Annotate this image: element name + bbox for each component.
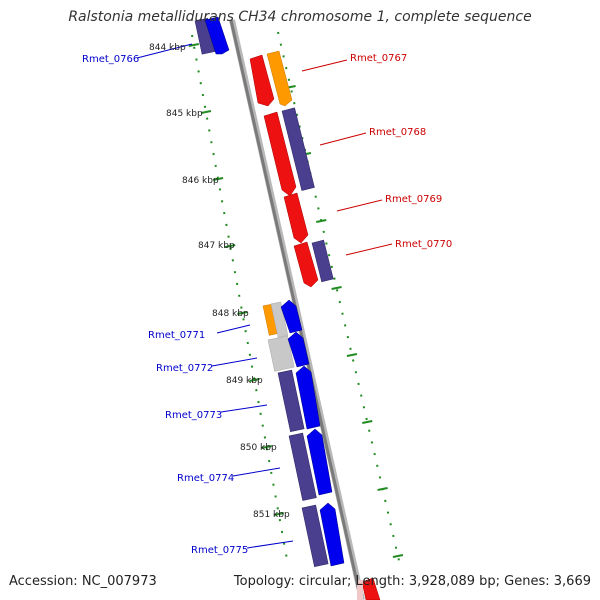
kbp-label: 844 kbp xyxy=(149,43,186,53)
gene-label-rmet-0775[interactable]: Rmet_0775 xyxy=(191,545,248,556)
kbp-label: 848 kbp xyxy=(212,309,249,319)
leader-line-rmet-0772 xyxy=(211,357,258,367)
kbp-label: 846 kbp xyxy=(182,176,219,186)
gene-rmet-0769-block[interactable] xyxy=(283,192,309,244)
dark-feature-block[interactable] xyxy=(311,239,334,283)
gene-rmet-0772-gray-block[interactable] xyxy=(267,335,295,372)
topology-summary: Topology: circular; Length: 3,928,089 bp… xyxy=(233,574,591,589)
gene-label-rmet-0774[interactable]: Rmet_0774 xyxy=(177,473,234,484)
kbp-tick-mark xyxy=(346,353,358,357)
gene-label-rmet-0772[interactable]: Rmet_0772 xyxy=(156,363,213,374)
accession-text: Accession: NC_007973 xyxy=(9,574,157,589)
partial-gene-block[interactable] xyxy=(361,577,381,600)
forward-strand xyxy=(194,16,381,600)
leader-line-rmet-0773 xyxy=(220,404,268,413)
gene-label-rmet-0766[interactable]: Rmet_0766 xyxy=(82,54,139,65)
gene-labels: Rmet_0766 Rmet_0771 Rmet_0772 Rmet_0773 … xyxy=(82,53,452,556)
leader-line-rmet-0770 xyxy=(345,243,393,256)
gene-label-rmet-0769[interactable]: Rmet_0769 xyxy=(385,194,442,205)
gene-rmet-0775-block[interactable] xyxy=(319,502,345,567)
kbp-tick-mark xyxy=(225,244,236,248)
gene-rmet-0766-block[interactable] xyxy=(204,16,230,55)
gene-label-rmet-0767[interactable]: Rmet_0767 xyxy=(350,53,407,64)
leader-line-rmet-0768 xyxy=(319,132,367,146)
leader-line-rmet-0769 xyxy=(336,199,383,212)
kbp-tick-mark xyxy=(212,177,224,181)
leader-line-rmet-0771 xyxy=(216,324,251,334)
gene-rmet-0774-block[interactable] xyxy=(306,428,333,496)
kbp-labels: 844 kbp 845 kbp 846 kbp 847 kbp 848 kbp … xyxy=(149,43,290,520)
kbp-tick-mark xyxy=(377,487,388,491)
kbp-label: 847 kbp xyxy=(198,241,235,251)
kbp-label: 849 kbp xyxy=(226,376,263,386)
kbp-tick-mark xyxy=(249,378,260,382)
gene-rmet-0772-block[interactable] xyxy=(287,331,310,368)
kbp-tick-mark xyxy=(392,554,404,558)
partial-gray-block[interactable] xyxy=(357,580,363,600)
kbp-tick-mark xyxy=(316,219,327,223)
kbp-label: 850 kbp xyxy=(240,443,277,453)
gene-rmet-0771-block[interactable] xyxy=(280,299,303,334)
gray-feature-block[interactable] xyxy=(270,301,289,338)
leader-lines xyxy=(136,43,393,549)
kbp-tick-mark xyxy=(331,286,342,290)
gene-label-rmet-0770[interactable]: Rmet_0770 xyxy=(395,239,452,250)
reverse-strand xyxy=(249,50,334,288)
leader-line-rmet-0767 xyxy=(301,59,348,72)
kbp-label: 851 kbp xyxy=(253,510,290,520)
leader-line-rmet-0766 xyxy=(136,43,193,59)
leader-line-rmet-0775 xyxy=(246,540,294,549)
gene-rmet-0775-dark-block[interactable] xyxy=(301,504,329,567)
map-title: Ralstonia metallidurans CH34 chromosome … xyxy=(68,9,532,25)
gene-rmet-0773-block[interactable] xyxy=(295,365,321,430)
gene-rmet-0773-dark-block[interactable] xyxy=(277,369,305,432)
gene-label-rmet-0771[interactable]: Rmet_0771 xyxy=(148,330,205,341)
dark-feature-block[interactable] xyxy=(281,107,315,191)
orange-feature-block[interactable] xyxy=(266,50,293,107)
kbp-tick-mark xyxy=(237,311,248,315)
gene-rmet-0774-dark-block[interactable] xyxy=(288,432,317,501)
gene-rmet-0770-block[interactable] xyxy=(293,241,319,288)
kbp-tick-mark xyxy=(188,43,200,47)
gene-rmet-0768-block[interactable] xyxy=(263,111,297,197)
kbp-tick-mark xyxy=(362,420,373,424)
gene-rmet-0767-block[interactable] xyxy=(249,54,275,107)
leader-line-rmet-0774 xyxy=(232,467,281,477)
kbp-label: 845 kbp xyxy=(166,109,203,119)
kbp-tick-mark xyxy=(200,110,212,114)
kbp-tick-mark xyxy=(273,512,284,516)
gene-label-rmet-0768[interactable]: Rmet_0768 xyxy=(369,127,426,138)
kbp-tick-mark xyxy=(261,445,272,449)
gene-label-rmet-0773[interactable]: Rmet_0773 xyxy=(165,410,222,421)
